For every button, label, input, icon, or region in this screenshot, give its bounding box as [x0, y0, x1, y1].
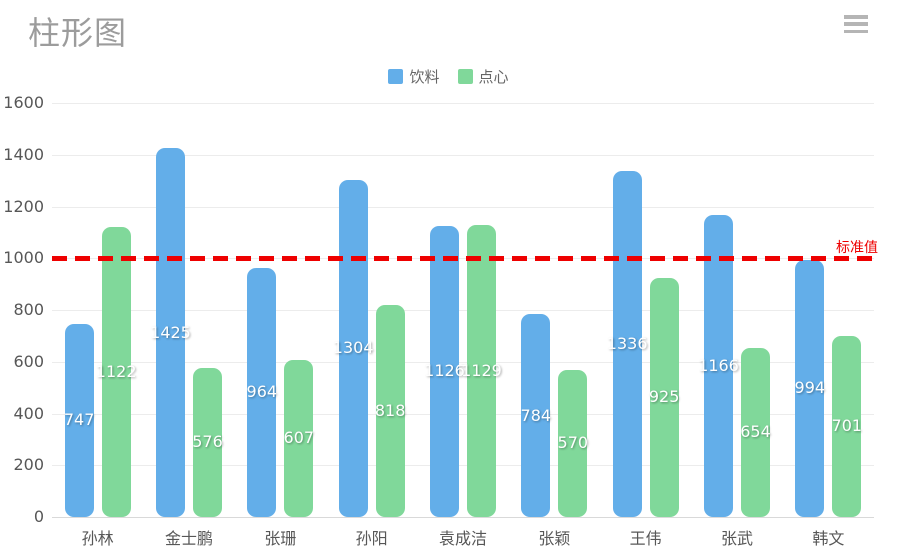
- bar-点心-孙阳[interactable]: [375, 305, 405, 517]
- menu-bar: [844, 29, 868, 33]
- gridline-800: [52, 310, 874, 311]
- x-axis-tick-label: 张武: [720, 529, 753, 548]
- legend-item-1[interactable]: 点心: [457, 66, 509, 87]
- x-axis-tick-label: 张颖: [538, 529, 571, 548]
- legend: 饮料 点心: [0, 66, 897, 87]
- bar-饮料-王伟[interactable]: [612, 171, 642, 517]
- bar-点心-王伟[interactable]: [649, 277, 679, 517]
- bar-饮料-张武[interactable]: [704, 215, 733, 517]
- y-axis-tick-label: 1400: [3, 144, 44, 164]
- bar-饮料-金士鹏[interactable]: [156, 148, 185, 517]
- legend-swatch-icon: [388, 69, 404, 84]
- bar-饮料-袁成洁[interactable]: [430, 225, 459, 517]
- bar-点心-金士鹏[interactable]: [193, 367, 222, 517]
- x-axis-tick-label: 王伟: [629, 529, 662, 548]
- x-axis-tick-label: 孙阳: [355, 529, 388, 548]
- y-axis-tick-label: 1000: [3, 248, 44, 268]
- bar-饮料-张珊[interactable]: [247, 267, 277, 517]
- gridline-1200: [52, 206, 874, 208]
- y-axis-tick-label: 200: [13, 455, 44, 475]
- x-axis-tick-label: 张珊: [264, 529, 297, 548]
- y-axis-tick-label: 600: [13, 351, 44, 371]
- hamburger-menu-icon[interactable]: [844, 15, 868, 33]
- legend-swatch-icon: [457, 69, 473, 84]
- gridline-0: [52, 517, 874, 518]
- bar-饮料-孙林[interactable]: [64, 323, 94, 517]
- bar-点心-韩文[interactable]: [832, 335, 862, 517]
- bar-点心-袁成洁[interactable]: [467, 224, 496, 517]
- x-axis-tick-label: 金士鹏: [164, 529, 213, 548]
- chart-title: 柱形图: [28, 14, 128, 52]
- menu-bar: [844, 15, 868, 19]
- bar-饮料-孙阳[interactable]: [338, 179, 368, 517]
- x-axis-tick-label: 孙林: [81, 529, 114, 548]
- gridline-1600: [52, 103, 874, 104]
- gridline-200: [52, 465, 874, 467]
- x-axis-tick-label: 袁成洁: [438, 529, 487, 548]
- legend-item-0[interactable]: 饮料: [388, 66, 440, 87]
- markline-dashed: [52, 256, 874, 262]
- gridline-400: [52, 413, 874, 415]
- x-axis-tick-label: 韩文: [812, 529, 845, 548]
- y-axis-tick-label: 1200: [3, 196, 44, 216]
- y-axis-tick-label: 800: [13, 300, 44, 319]
- bar-点心-孙林[interactable]: [101, 226, 131, 517]
- bar-点心-张颖[interactable]: [558, 369, 588, 517]
- y-axis-tick-label: 0: [33, 507, 44, 526]
- markline-label: 标准值: [836, 240, 878, 257]
- menu-bar: [844, 22, 868, 26]
- bar-点心-张珊[interactable]: [284, 359, 314, 517]
- bar-饮料-韩文[interactable]: [795, 259, 825, 517]
- gridline-1400: [52, 154, 874, 156]
- legend-label: 点心: [478, 68, 509, 86]
- y-axis-tick-label: 400: [13, 403, 44, 423]
- gridline-600: [52, 361, 874, 363]
- legend-label: 饮料: [409, 68, 440, 86]
- y-axis-tick-label: 1600: [3, 93, 44, 112]
- bar-点心-张武[interactable]: [741, 347, 770, 517]
- bar-饮料-张颖[interactable]: [521, 314, 551, 517]
